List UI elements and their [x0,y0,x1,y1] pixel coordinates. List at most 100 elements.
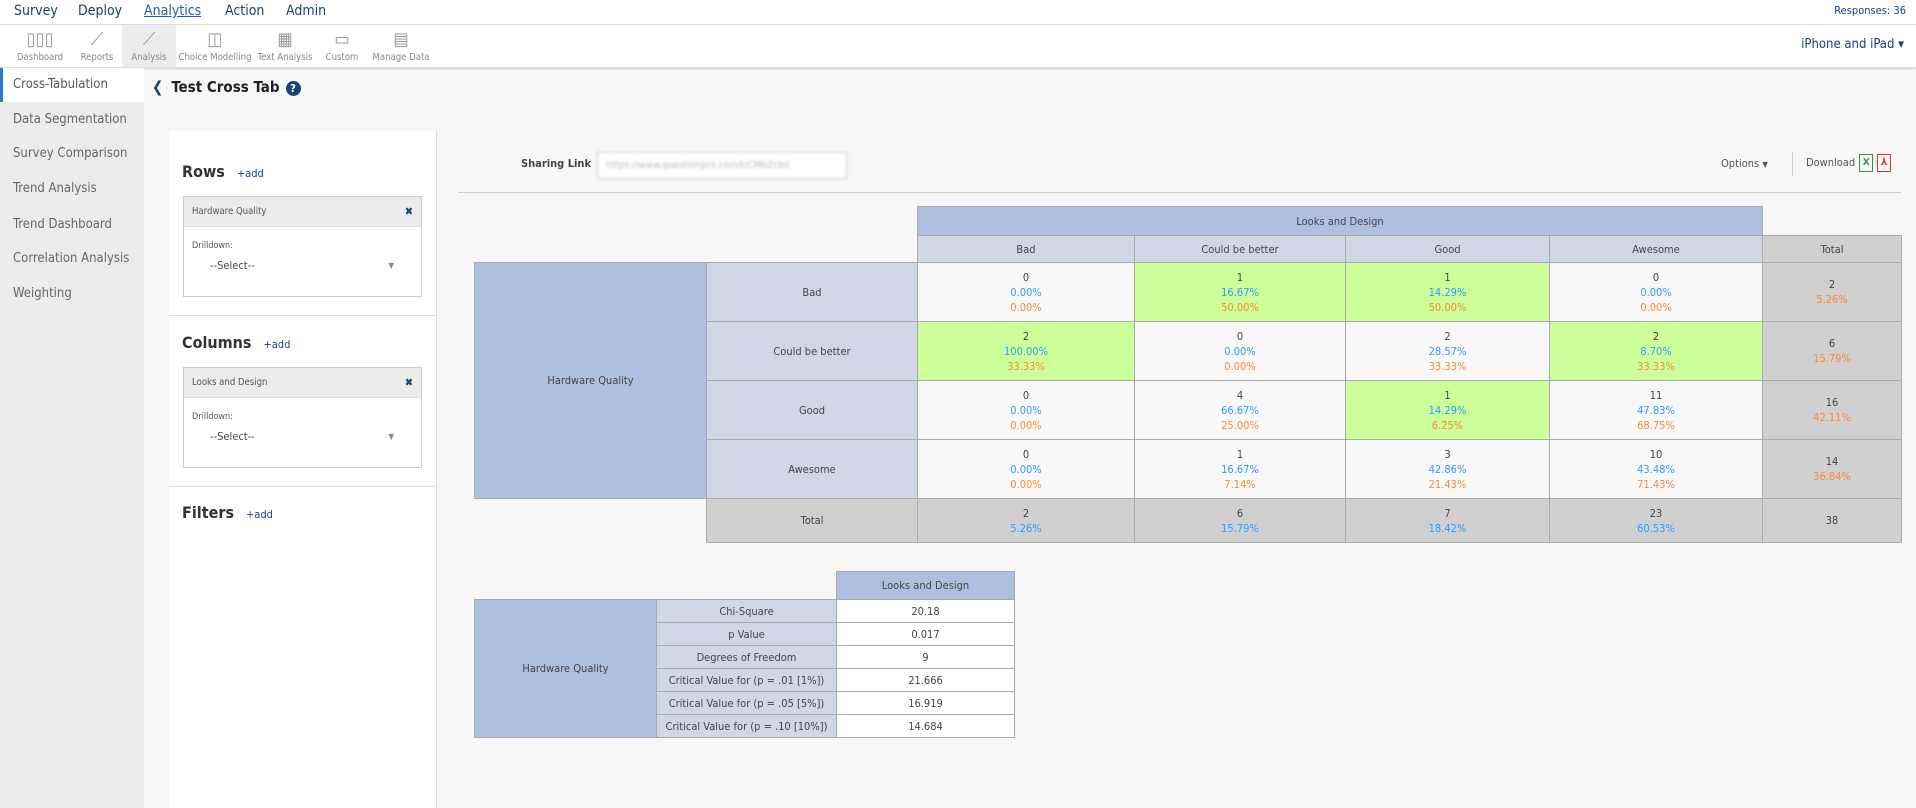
drilldown-select[interactable]: --Select-- ▼ [192,259,394,272]
row-total-cell: 16 42.11% [1762,380,1903,440]
column-header-label: Bad [1016,242,1036,256]
table-row: Good 0 0.00% 0.00% 4 66.67% 25.00% 1 14.29% 6.25%… [475,380,1903,440]
cell-count: 0 [1652,270,1660,284]
empty-cell [475,236,918,263]
cell-row-percent: 50.00% [1221,300,1259,314]
column-header: Bad [917,235,1135,263]
add-column-link[interactable]: +add [263,338,291,351]
nav-deploy[interactable]: Deploy [78,3,123,19]
back-chevron-icon[interactable]: ❮ [152,78,164,96]
remove-icon[interactable]: ✖ [404,205,413,218]
tool-manage-data[interactable]: ▤ Manage Data [372,25,430,67]
row-header: Awesome [706,439,918,499]
statistic-value: 21.666 [836,668,1015,692]
cell-count: 2 [1022,329,1030,343]
caret-down-icon: ▼ [388,261,394,270]
data-cell: 0 0.00% 0.00% [917,262,1135,322]
drilldown-select[interactable]: --Select-- ▼ [192,430,394,443]
options-label: Options [1721,157,1760,170]
grand-total: 38 [1825,514,1839,527]
statistic-name: Chi-Square [719,604,774,618]
row-total-percent: 36.84% [1813,470,1851,483]
add-filter-link[interactable]: +add [246,508,273,521]
sidebar-item-cross-tabulation[interactable]: Cross-Tabulation [0,68,144,102]
column-total-cell: 23 60.53% [1548,498,1764,543]
cell-column-percent: 16.67% [1221,285,1259,299]
sidebar-item-trend-analysis[interactable]: Trend Analysis [13,181,97,196]
cell-row-percent: 0.00% [1010,477,1042,491]
tool-choice-modelling[interactable]: ◫ Choice Modelling [178,25,252,67]
tool-analysis[interactable]: ⟋ Analysis [122,25,176,67]
sidebar-item-weighting[interactable]: Weighting [13,286,72,301]
cell-count: 1 [1444,388,1451,402]
add-row-link[interactable]: +add [236,167,264,180]
sidebar-item-survey-comparison[interactable]: Survey Comparison [13,146,128,161]
tool-dashboard[interactable]: ▯▯▯ Dashboard [12,25,68,67]
tool-custom[interactable]: ▭ Custom [322,25,362,67]
nav-survey[interactable]: Survey [14,3,58,19]
total-label: Total [800,514,824,527]
line-chart-icon: ⟋ [90,29,104,50]
tool-label: Manage Data [372,52,430,63]
row-total: 16 [1825,396,1839,409]
row-total: 6 [1828,337,1836,350]
sidebar-item-trend-dashboard[interactable]: Trend Dashboard [13,217,112,232]
tool-label: Custom [325,52,359,63]
cell-column-percent: 0.00% [1010,285,1042,299]
sidebar-item-correlation-analysis[interactable]: Correlation Analysis [13,251,130,266]
cell-column-percent: 100.00% [1003,344,1049,358]
excel-download-icon[interactable]: X [1859,154,1874,172]
statistic-value-text: 16.919 [908,696,943,710]
drilldown-label: Drilldown: [192,241,233,251]
cell-count: 1 [1444,270,1451,284]
divider [169,315,437,316]
nav-admin[interactable]: Admin [286,3,327,19]
sidebar-item-data-segmentation[interactable]: Data Segmentation [13,112,127,127]
column-total: 23 [1649,506,1663,520]
statistic-name: Critical Value for (p = .05 [5%]) [668,696,825,710]
row-header: Bad [706,262,918,322]
data-cell: 0 0.00% 0.00% [1134,321,1346,381]
cell-column-percent: 8.70% [1640,344,1672,358]
tool-text-analysis[interactable]: ▦ Text Analysis [256,25,314,67]
nav-action[interactable]: Action [225,3,265,19]
cell-row-percent: 33.33% [1428,359,1467,373]
sharing-link-label: Sharing Link [521,157,592,170]
table-row: Could be better 2 100.00% 33.33% 0 0.00% 0.00%… [475,321,1903,381]
options-dropdown[interactable]: Options ▼ [1721,157,1768,170]
nav-analytics[interactable]: Analytics [144,3,202,19]
statistic-label: Degrees of Freedom [656,645,837,669]
sidebar: Cross-Tabulation Data Segmentation Surve… [0,68,144,808]
data-cell: 0 0.00% 0.00% [1548,262,1764,322]
text-analysis-icon: ▦ [277,29,293,50]
total-row-header: Total [706,498,918,543]
tool-label: Analysis [131,52,167,63]
cell-row-percent: 7.14% [1224,477,1256,491]
caret-down-icon: ▼ [1762,160,1768,169]
remove-icon[interactable]: ✖ [404,376,413,389]
divider [1792,152,1793,176]
column-header: Awesome [1548,235,1764,263]
row-total-cell: 2 5.26% [1762,262,1903,322]
column-header: Good [1345,235,1550,263]
column-header-label: Good [1434,242,1461,256]
device-dropdown[interactable]: iPhone and iPad ▾ [1801,37,1904,52]
cell-column-percent: 0.00% [1640,285,1672,299]
statistic-name: Degrees of Freedom [696,650,797,664]
sharing-link-input[interactable]: https://www.questionpro.com/t/CMbZcb0 [597,152,847,179]
help-icon[interactable]: ? [285,81,301,96]
empty-cell [475,207,918,236]
row-total-cell: 6 15.79% [1762,321,1903,381]
filters-section: Filters +add [182,503,273,522]
column-total-cell: 7 18.42% [1345,498,1550,543]
pdf-download-icon[interactable]: ⅄ [1877,154,1892,172]
row-total-percent: 42.11% [1813,411,1851,424]
tool-reports[interactable]: ⟋ Reports [72,25,122,67]
data-cell: 0 0.00% 0.00% [917,439,1135,499]
analytics-toolbar: ▯▯▯ Dashboard ⟋ Reports ⟋ Analysis ◫ Choice … [0,25,1916,68]
cell-row-percent: 68.75% [1637,418,1675,432]
table-row: Hardware Quality Bad 0 0.00% 0.00% 1 16.67% 50.… [474,262,1903,499]
download-group: Download X ⅄ [1806,154,1892,172]
divider [169,486,437,487]
chi-column-header: Looks and Design [836,571,1015,600]
